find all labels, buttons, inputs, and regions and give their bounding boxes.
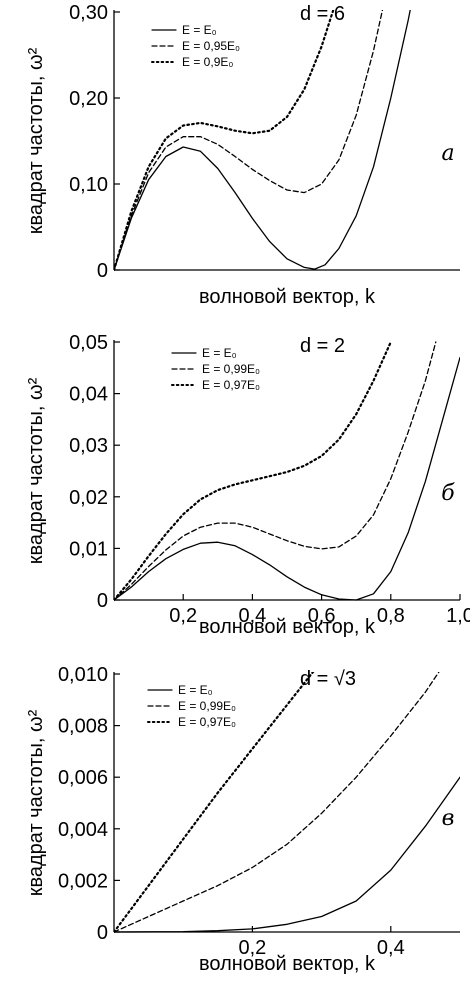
y-tick-label: 0,02: [69, 487, 108, 509]
panel-label: в: [442, 806, 455, 831]
x-tick-label: 0,4: [377, 937, 405, 959]
y-tick-label: 0,002: [58, 870, 108, 892]
y-tick-label: 0,05: [69, 332, 108, 354]
y-tick-label: 0,04: [69, 384, 108, 406]
legend-entry: E = 0,95E₀: [182, 39, 240, 53]
x-axis-label: волновой вектор, k: [199, 616, 376, 638]
y-tick-label: 0,10: [69, 174, 108, 196]
y-tick-label: 0,006: [58, 767, 108, 789]
legend: E = E₀ E = 0,99E₀ E = 0,97E₀: [147, 683, 236, 729]
series-line-solid: [114, 776, 460, 933]
y-tick-label: 0,004: [58, 819, 108, 841]
x-tick-label: 1,0: [446, 605, 470, 627]
series-line-dashed: [114, 10, 384, 271]
x-tick-label: 0,6: [308, 605, 336, 627]
series-line-dotted: [114, 10, 335, 272]
y-tick-label: 0,01: [69, 538, 108, 560]
x-tick-label: 0,2: [169, 605, 197, 627]
d-parameter-label: d = 6: [300, 3, 345, 25]
y-tick-label: 0,30: [69, 2, 108, 24]
y-tick-label: 0,010: [58, 664, 108, 686]
d-parameter-label: d = √3: [300, 668, 356, 690]
panel-label: б: [441, 481, 455, 506]
series-line-solid: [114, 10, 411, 271]
d-parameter-label: d = 2: [300, 335, 345, 357]
y-tick-label: 0,03: [69, 435, 108, 457]
legend-entry: E = 0,97E₀: [202, 378, 260, 392]
series-group: [114, 10, 411, 272]
legend-entry: E = E₀: [202, 346, 237, 360]
series-group: [114, 340, 460, 602]
series-line-dashed: [114, 341, 437, 601]
y-axis-label: квадрат частоты, ω²: [25, 47, 47, 234]
x-tick-label: 0,8: [377, 605, 405, 627]
y-tick-label: 0,20: [69, 88, 108, 110]
legend-entry: E = 0,9E₀: [182, 55, 233, 69]
x-tick-label: 0,2: [238, 937, 266, 959]
x-axis-label: волновой вектор, k: [199, 953, 376, 975]
panel-label: а: [441, 141, 454, 166]
series-line-dotted: [114, 340, 392, 602]
y-axis-label: квадрат частоты, ω²: [25, 709, 47, 896]
x-tick-label: 0,4: [238, 605, 266, 627]
legend-entry: E = E₀: [178, 683, 213, 697]
y-tick-label: 0: [97, 260, 108, 282]
legend-entry: E = 0,97E₀: [178, 715, 236, 729]
legend: E = E₀ E = 0,95E₀ E = 0,9E₀: [151, 23, 240, 69]
y-axis-label: квадрат частоты, ω²: [25, 377, 47, 564]
series-group: [114, 672, 460, 934]
legend-entry: E = 0,99E₀: [202, 362, 260, 376]
y-tick-label: 0: [97, 590, 108, 612]
series-line-dashed: [114, 672, 440, 933]
x-axis-label: волновой вектор, k: [199, 286, 376, 308]
legend-entry: E = E₀: [182, 23, 217, 37]
series-line-dotted: [114, 672, 315, 934]
chart-panel-3: 0 0,002 0,004 0,006 0,008 0,010 0,2 0,4волновой…: [25, 664, 460, 975]
chart-panel-1: 0 0,10 0,20 0,30 волновой вектор, k квадрат ч…: [25, 2, 460, 308]
series-line-solid: [114, 356, 460, 601]
chart-panel-2: 0 0,01 0,02 0,03 0,04 0,05 0,2 0,4 0,6 0,8 1,0 волн…: [25, 332, 470, 638]
y-tick-label: 0: [97, 922, 108, 944]
legend: E = E₀ E = 0,99E₀ E = 0,97E₀: [171, 346, 260, 392]
legend-entry: E = 0,99E₀: [178, 699, 236, 713]
y-tick-label: 0,008: [58, 716, 108, 738]
